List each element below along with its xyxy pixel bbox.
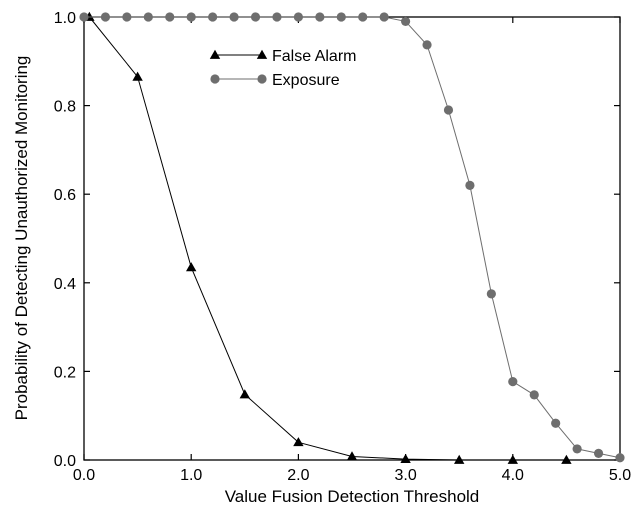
exposure-point <box>593 448 604 458</box>
plot-frame <box>83 16 621 461</box>
false-alarm-point <box>132 71 143 81</box>
exposure-line <box>84 16 621 459</box>
exposure-point <box>465 180 475 190</box>
exposure-point <box>422 40 432 50</box>
y-axis-label: Probability of Detecting Unauthorized Mo… <box>12 56 31 421</box>
false-alarm-series <box>84 11 572 464</box>
x-tick-label: 0.0 <box>73 467 95 484</box>
legend-marker-exposure <box>257 74 267 84</box>
y-tick-label: 0.2 <box>54 364 76 381</box>
exposure-point <box>272 12 282 22</box>
x-tick-label: 2.0 <box>287 467 309 484</box>
x-tick-label: 1.0 <box>180 467 202 484</box>
y-tick-label: 0.6 <box>54 187 76 204</box>
exposure-point <box>100 12 111 22</box>
exposure-point <box>615 453 625 463</box>
false-alarm-point <box>239 389 250 399</box>
y-tick-label: 0.8 <box>54 99 76 116</box>
y-tick-label: 1.0 <box>54 10 76 27</box>
exposure-point <box>336 12 346 22</box>
exposure-point <box>79 12 89 22</box>
legend-marker-false-alarm <box>209 49 221 59</box>
legend-marker-false-alarm <box>256 49 268 59</box>
exposure-point <box>143 12 153 22</box>
exposure-point <box>293 12 303 22</box>
legend-label-exposure: Exposure <box>272 72 340 89</box>
x-axis-label: Value Fusion Detection Threshold <box>225 487 480 506</box>
exposure-point <box>358 12 368 22</box>
exposure-point <box>529 390 539 400</box>
legend-label-false-alarm: False Alarm <box>272 48 356 65</box>
x-tick-label: 4.0 <box>502 467 524 484</box>
false-alarm-point <box>454 454 465 464</box>
exposure-point <box>572 444 582 454</box>
legend-item-exposure: Exposure <box>210 72 340 89</box>
false-alarm-point <box>346 451 358 461</box>
false-alarm-point <box>507 454 518 464</box>
exposure-point <box>551 418 561 428</box>
false-alarm-line <box>89 16 567 461</box>
false-alarm-point <box>400 453 411 464</box>
exposure-series <box>79 12 625 463</box>
exposure-point <box>379 12 389 22</box>
exposure-point <box>486 289 496 299</box>
exposure-point <box>186 12 196 22</box>
false-alarm-point <box>561 454 572 464</box>
false-alarm-point <box>186 262 197 272</box>
exposure-point <box>229 12 239 22</box>
legend-item-false-alarm: False Alarm <box>209 48 356 65</box>
exposure-point <box>165 12 175 22</box>
y-tick-label: 0.4 <box>54 276 76 293</box>
exposure-point <box>315 12 325 22</box>
exposure-point <box>122 12 132 22</box>
exposure-point <box>208 12 218 22</box>
legend-marker-exposure <box>210 74 220 84</box>
x-tick-label: 5.0 <box>609 467 631 484</box>
false-alarm-point <box>293 437 304 447</box>
x-tick-label: 3.0 <box>394 467 416 484</box>
exposure-point <box>443 105 454 115</box>
y-tick-label: 0.0 <box>54 453 76 470</box>
exposure-point <box>250 12 261 22</box>
exposure-point <box>401 16 411 27</box>
exposure-point <box>508 376 518 387</box>
